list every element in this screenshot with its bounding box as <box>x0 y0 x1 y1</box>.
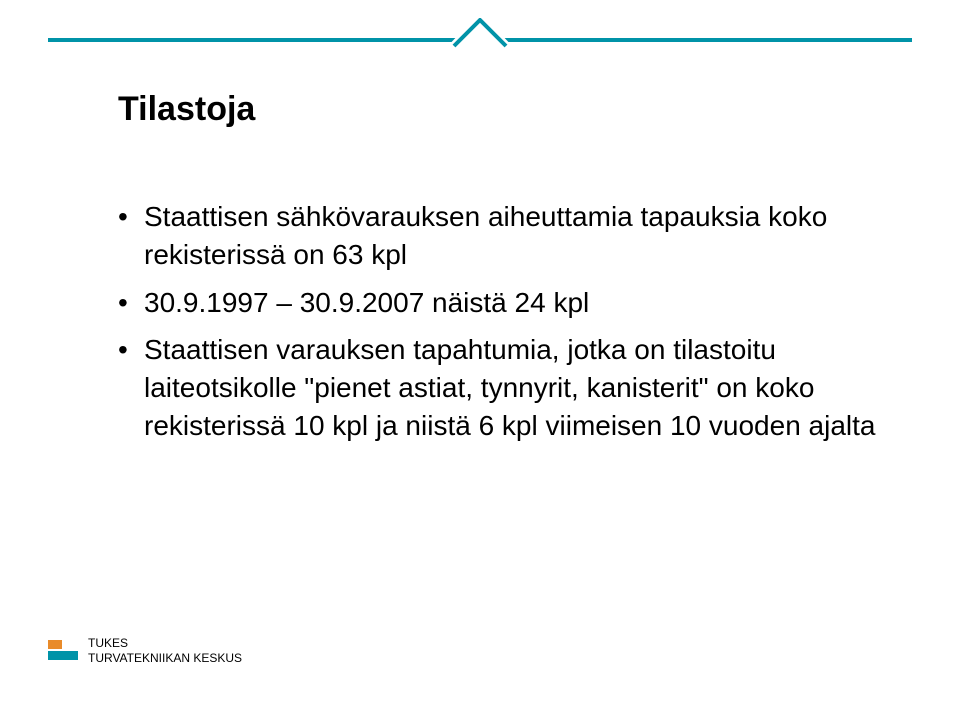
bullet-text: 30.9.1997 – 30.9.2007 näistä 24 kpl <box>144 287 589 318</box>
logo-bar-teal <box>48 651 78 660</box>
header-triangle-icon <box>452 18 508 48</box>
bullet-item: Staattisen varauksen tapahtumia, jotka o… <box>118 331 900 444</box>
bullet-text: Staattisen sähkövarauksen aiheuttamia ta… <box>144 201 827 270</box>
bullet-item: Staattisen sähkövarauksen aiheuttamia ta… <box>118 198 900 274</box>
logo-bar-orange <box>48 640 62 649</box>
slide: Tilastoja Staattisen sähkövarauksen aihe… <box>0 0 960 706</box>
footer-line-2: TURVATEKNIIKAN KESKUS <box>88 651 242 666</box>
bullet-item: 30.9.1997 – 30.9.2007 näistä 24 kpl <box>118 284 900 322</box>
logo-icon <box>48 640 78 660</box>
footer-text: TUKES TURVATEKNIIKAN KESKUS <box>88 636 242 666</box>
bullet-list: Staattisen sähkövarauksen aiheuttamia ta… <box>118 198 900 455</box>
slide-title: Tilastoja <box>118 90 255 129</box>
bullet-text: Staattisen varauksen tapahtumia, jotka o… <box>144 334 876 441</box>
footer: TUKES TURVATEKNIIKAN KESKUS <box>48 636 242 666</box>
footer-line-1: TUKES <box>88 636 242 651</box>
